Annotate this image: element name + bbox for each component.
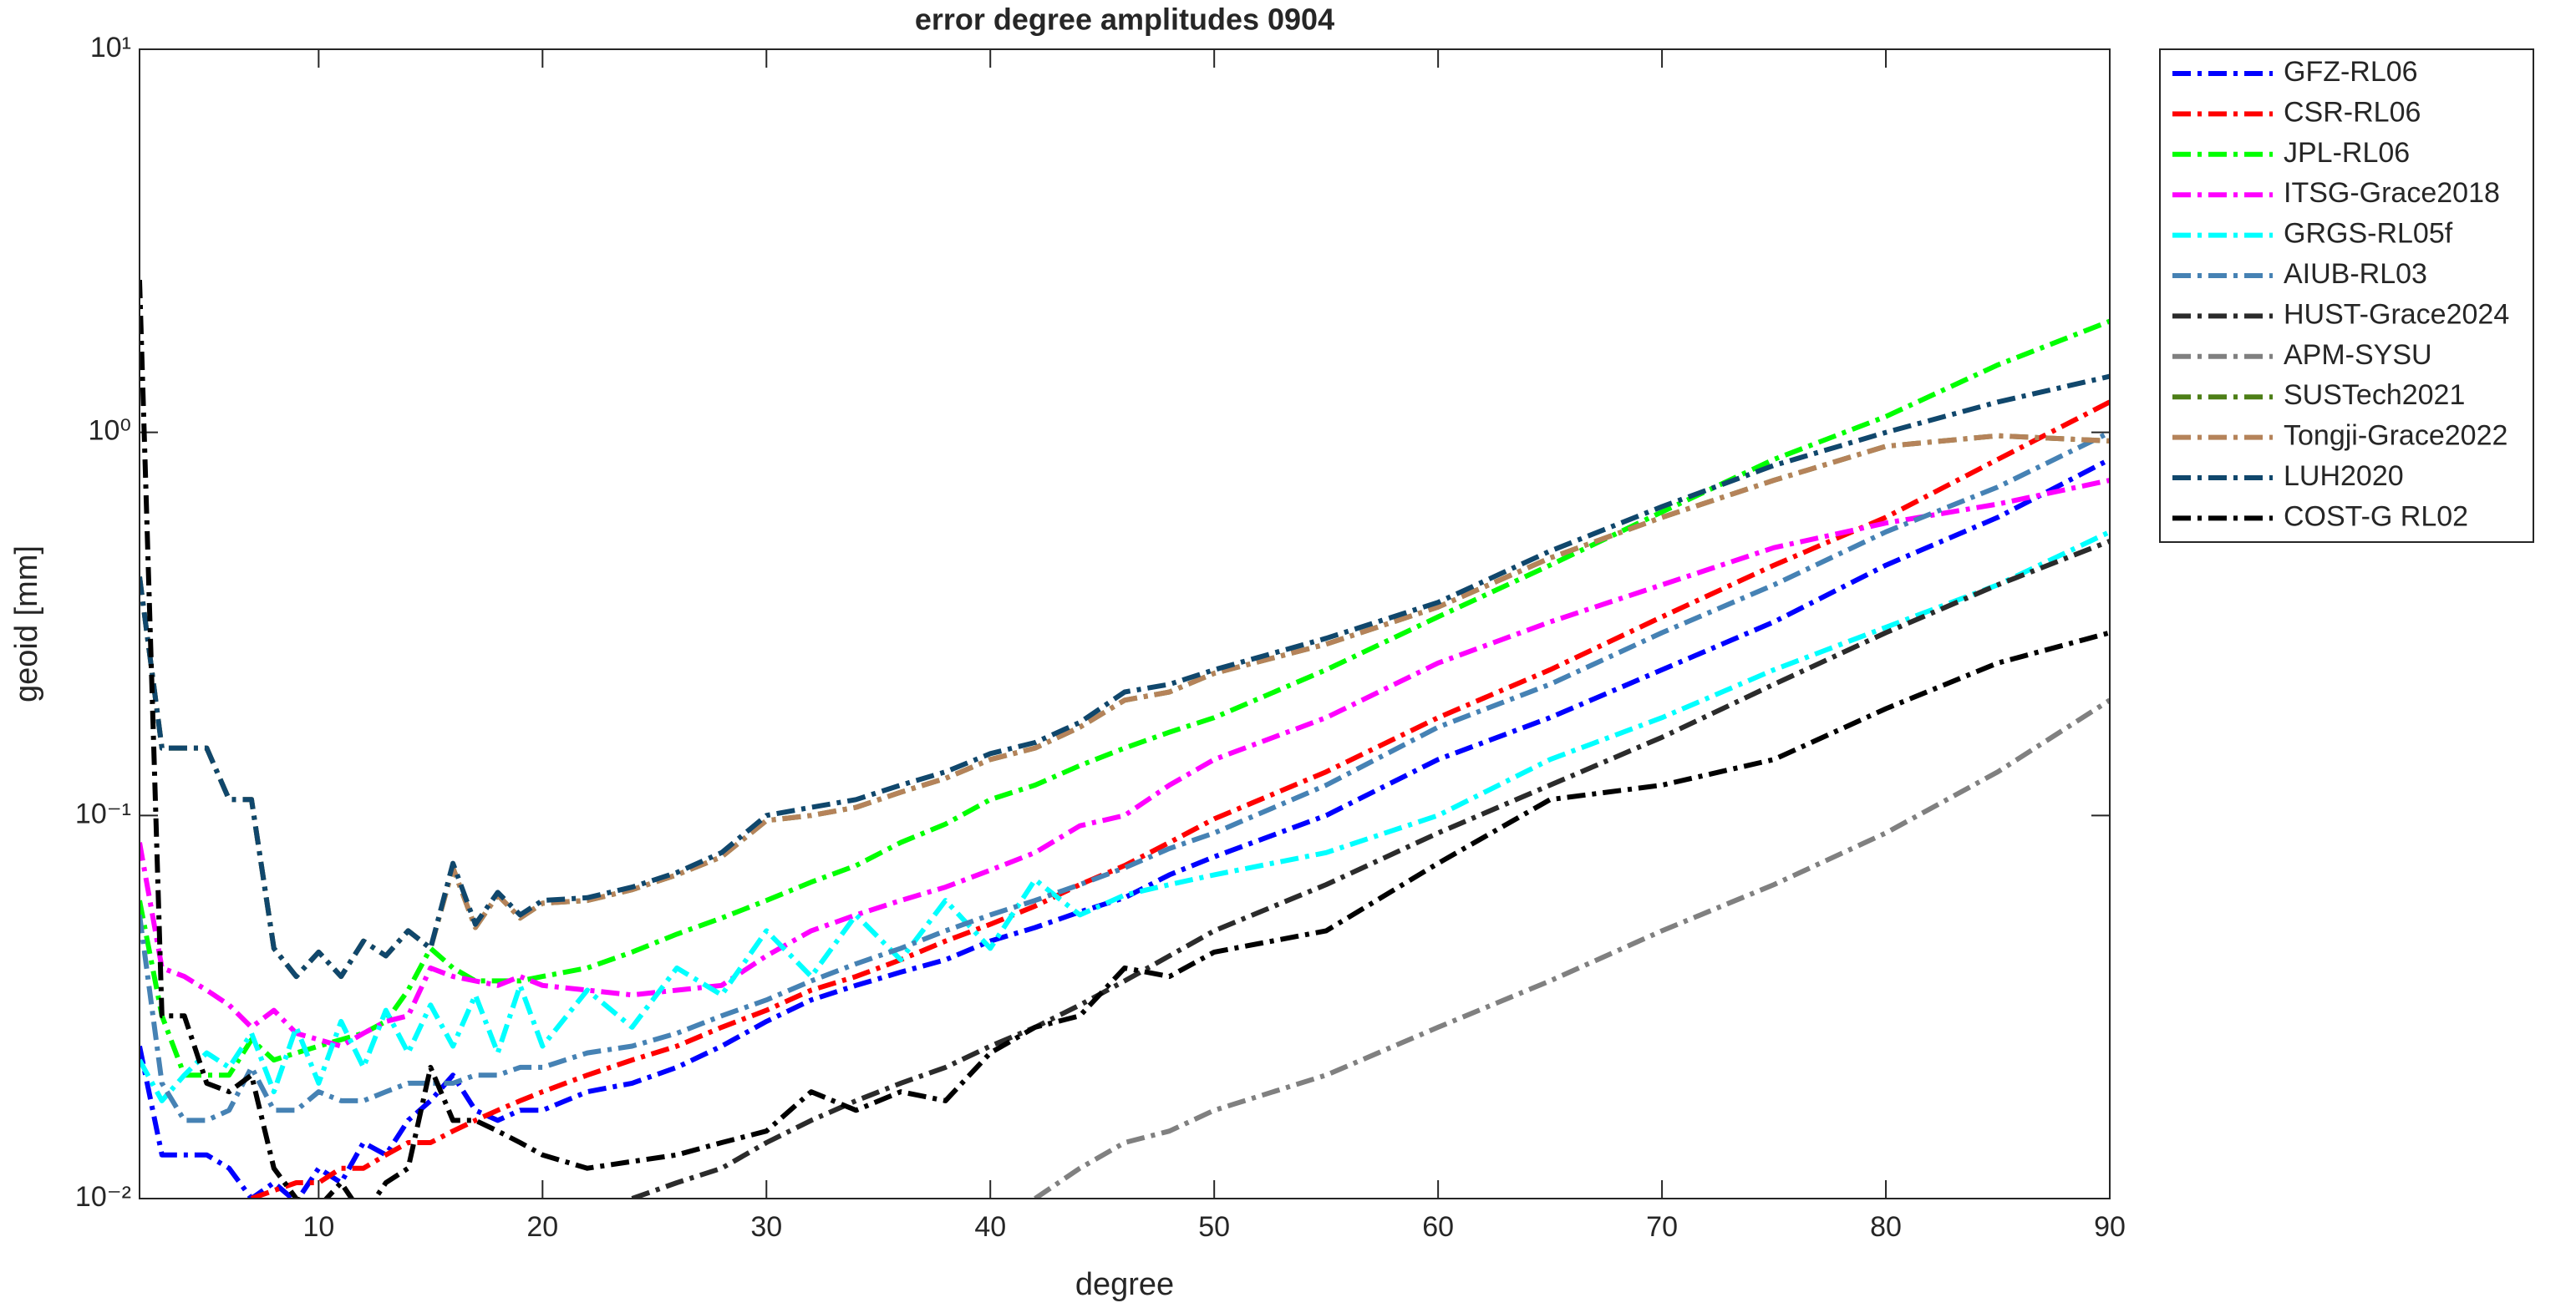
legend-label: SUSTech2021 <box>2284 379 2465 411</box>
legend-label: Tongji-Grace2022 <box>2284 420 2507 452</box>
x-tick-label: 50 <box>1198 1211 1230 1243</box>
y-tick-label: 10¹ <box>90 32 131 63</box>
legend-label: GRGS-RL05f <box>2284 218 2453 250</box>
x-tick-label: 30 <box>750 1211 782 1243</box>
series-line <box>140 318 2110 1078</box>
x-tick-label: 90 <box>2094 1211 2126 1243</box>
series-line <box>140 280 2110 1199</box>
series-line <box>140 373 2110 980</box>
legend-label: AIUB-RL03 <box>2284 258 2427 290</box>
plot-frame <box>139 48 2111 1199</box>
series-line <box>140 430 2110 1123</box>
series-line <box>250 399 2110 1199</box>
legend-box <box>2159 48 2534 543</box>
series-line <box>140 478 2110 1049</box>
x-tick-label: 10 <box>302 1211 334 1243</box>
legend-label: CSR-RL06 <box>2284 96 2421 128</box>
y-tick-label: 10⁻¹ <box>75 798 131 829</box>
series-line <box>1034 697 2110 1199</box>
legend-label: GFZ-RL06 <box>2284 56 2418 88</box>
x-tick-label: 80 <box>1870 1211 1902 1243</box>
legend-label: APM-SYSU <box>2284 339 2432 371</box>
legend-label: LUH2020 <box>2284 460 2404 492</box>
y-tick-label: 10⁻² <box>75 1181 131 1213</box>
x-tick-label: 40 <box>974 1211 1006 1243</box>
x-tick-label: 60 <box>1422 1211 1454 1243</box>
chart-title: error degree amplitudes 0904 <box>915 3 1334 37</box>
y-tick-label: 10⁰ <box>89 415 131 447</box>
x-tick-label: 70 <box>1646 1211 1678 1243</box>
legend-label: JPL-RL06 <box>2284 137 2410 169</box>
y-axis-label: geoid [mm] <box>9 545 44 702</box>
legend-label: HUST-Grace2024 <box>2284 298 2509 330</box>
x-axis-label: degree <box>1075 1267 1174 1302</box>
legend-label: COST-G RL02 <box>2284 500 2468 532</box>
legend-label: ITSG-Grace2018 <box>2284 177 2500 209</box>
x-tick-label: 20 <box>526 1211 558 1243</box>
series-line <box>140 530 2110 1103</box>
